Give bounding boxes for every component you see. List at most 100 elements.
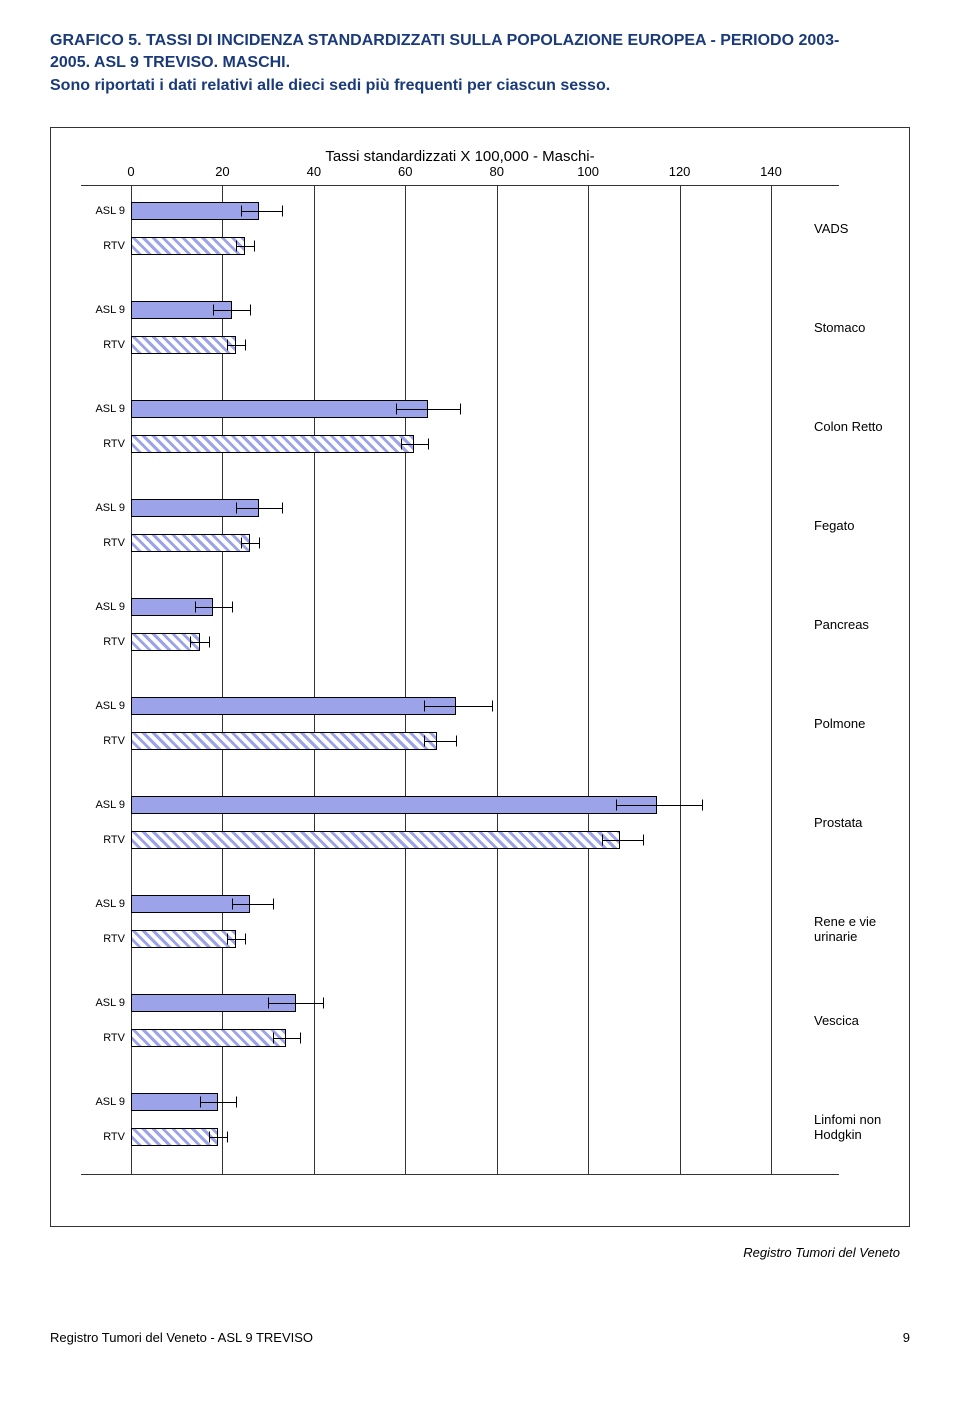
chart-y-label: ASL 9 <box>77 301 125 319</box>
chart-y-label: RTV <box>77 1029 125 1047</box>
chart-error-cap <box>232 898 233 909</box>
chart-bar-row: RTV <box>131 1128 771 1146</box>
chart-error-cap <box>396 403 397 414</box>
chart-bar <box>131 534 250 552</box>
chart-bar-row: RTV <box>131 831 771 849</box>
chart-source-note: Registro Tumori del Veneto <box>50 1245 910 1260</box>
page-footer-right: 9 <box>903 1330 910 1345</box>
chart-bar <box>131 237 245 255</box>
chart-bar-row: ASL 9 <box>131 598 771 616</box>
chart-y-label: RTV <box>77 930 125 948</box>
chart-bar-row: ASL 9 <box>131 994 771 1012</box>
chart-error-cap <box>245 339 246 350</box>
chart-bar-group: ASL 9RTVFegato <box>81 483 839 582</box>
title-block: GRAFICO 5. TASSI DI INCIDENZA STANDARDIZ… <box>50 30 910 97</box>
chart-y-label: RTV <box>77 237 125 255</box>
chart-plot-area: 020406080100120140ASL 9RTVVADSASL 9RTVSt… <box>81 185 839 1175</box>
chart-error-cap <box>213 304 214 315</box>
chart-bar-row: ASL 9 <box>131 400 771 418</box>
chart-bar <box>131 1029 286 1047</box>
chart-x-tick: 60 <box>398 164 412 179</box>
chart-error-cap <box>282 205 283 216</box>
chart-error-cap <box>456 735 457 746</box>
chart-y-label: RTV <box>77 831 125 849</box>
chart-bar-row: RTV <box>131 930 771 948</box>
title-line-1: GRAFICO 5. TASSI DI INCIDENZA STANDARDIZ… <box>50 30 910 52</box>
chart-x-tick: 140 <box>760 164 782 179</box>
page-footer-left: Registro Tumori del Veneto - ASL 9 TREVI… <box>50 1330 313 1345</box>
chart-bar <box>131 697 456 715</box>
chart-y-label: ASL 9 <box>77 697 125 715</box>
chart-category-label: Prostata <box>814 815 904 831</box>
chart-bar <box>131 796 657 814</box>
chart-category-label: Rene e vie urinarie <box>814 914 904 945</box>
chart-error-bar <box>396 409 460 410</box>
chart-bar-row: RTV <box>131 1029 771 1047</box>
chart-y-label: ASL 9 <box>77 994 125 1012</box>
chart-error-bar <box>424 741 456 742</box>
chart-error-bar <box>616 805 703 806</box>
chart-error-cap <box>250 304 251 315</box>
chart-bar-row: RTV <box>131 633 771 651</box>
chart-y-label: RTV <box>77 1128 125 1146</box>
chart-x-tick: 80 <box>489 164 503 179</box>
chart-y-label: RTV <box>77 732 125 750</box>
chart-error-cap <box>282 502 283 513</box>
chart-error-cap <box>259 537 260 548</box>
chart-y-label: ASL 9 <box>77 598 125 616</box>
chart-y-label: RTV <box>77 633 125 651</box>
chart-category-label: Stomaco <box>814 320 904 336</box>
chart-bar <box>131 1128 218 1146</box>
chart-error-bar <box>424 706 493 707</box>
title-line-2: 2005. ASL 9 TREVISO. MASCHI. <box>50 52 910 74</box>
chart-bar <box>131 732 437 750</box>
chart-error-cap <box>602 834 603 845</box>
chart-error-bar <box>213 310 250 311</box>
chart-error-cap <box>273 898 274 909</box>
chart-title: Tassi standardizzati X 100,000 - Maschi- <box>81 148 839 165</box>
chart-error-cap <box>241 537 242 548</box>
chart-y-label: ASL 9 <box>77 796 125 814</box>
chart-category-label: Linfomi non Hodgkin <box>814 1112 904 1143</box>
chart-x-tick: 120 <box>669 164 691 179</box>
chart-error-cap <box>254 240 255 251</box>
chart-bar-row: RTV <box>131 534 771 552</box>
chart-error-bar <box>190 642 208 643</box>
chart-error-bar <box>232 904 273 905</box>
chart-error-cap <box>209 636 210 647</box>
chart-x-tick: 0 <box>127 164 134 179</box>
chart-error-cap <box>268 997 269 1008</box>
chart-bar-row: RTV <box>131 435 771 453</box>
chart-error-bar <box>227 345 245 346</box>
chart-y-label: ASL 9 <box>77 895 125 913</box>
chart-bar-group: ASL 9RTVLinfomi non Hodgkin <box>81 1077 839 1176</box>
chart-error-cap <box>241 205 242 216</box>
chart-error-bar <box>227 939 245 940</box>
chart-error-cap <box>424 735 425 746</box>
chart-error-cap <box>236 240 237 251</box>
chart-category-label: Vescica <box>814 1013 904 1029</box>
chart-error-cap <box>227 1131 228 1142</box>
chart-bar-group: ASL 9RTVPancreas <box>81 582 839 681</box>
chart-error-cap <box>227 933 228 944</box>
chart-bar-row: ASL 9 <box>131 202 771 220</box>
chart-error-cap <box>236 1096 237 1107</box>
chart-container: Tassi standardizzati X 100,000 - Maschi-… <box>50 127 910 1227</box>
chart-error-bar <box>241 211 282 212</box>
chart-error-cap <box>232 601 233 612</box>
chart-error-cap <box>643 834 644 845</box>
chart-bar-group: ASL 9RTVStomaco <box>81 285 839 384</box>
chart-bar-row: RTV <box>131 732 771 750</box>
chart-error-cap <box>245 933 246 944</box>
chart-category-label: Pancreas <box>814 617 904 633</box>
chart-error-bar <box>602 840 643 841</box>
chart-category-label: Fegato <box>814 518 904 534</box>
chart-error-cap <box>401 438 402 449</box>
chart-bar-group: ASL 9RTVVescica <box>81 978 839 1077</box>
chart-y-label: RTV <box>77 435 125 453</box>
title-line-3: Sono riportati i dati relativi alle diec… <box>50 75 910 97</box>
chart-error-bar <box>268 1003 323 1004</box>
chart-category-label: VADS <box>814 221 904 237</box>
chart-error-cap <box>190 636 191 647</box>
chart-error-cap <box>227 339 228 350</box>
